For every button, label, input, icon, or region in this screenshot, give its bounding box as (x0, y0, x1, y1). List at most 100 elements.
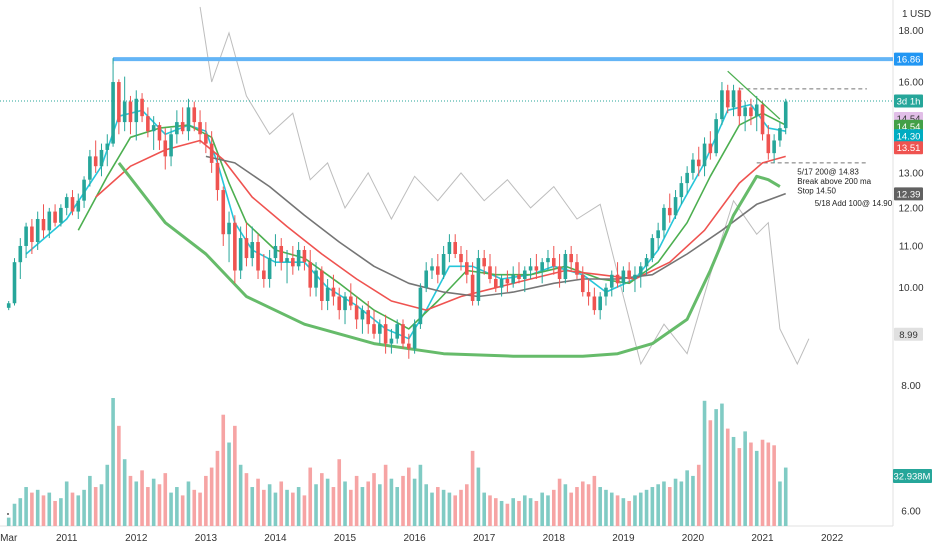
volume-bar (459, 489, 463, 526)
volume-bar (609, 492, 614, 526)
candle-body (627, 270, 631, 280)
volume-bar (70, 492, 75, 526)
volume-bar (488, 495, 492, 526)
volume-bar (737, 448, 742, 526)
candle-body (656, 230, 660, 239)
moving-average-line (117, 161, 781, 358)
volume-bar (349, 489, 353, 526)
price-axis[interactable]: 6.008.009.0010.0011.0012.0013.0016.0018.… (898, 9, 931, 518)
candle-body (754, 104, 759, 117)
volume-bar (534, 500, 539, 526)
candle-body (285, 258, 289, 263)
volume-bar (320, 473, 324, 526)
volume-bar (754, 450, 759, 526)
candle-body (731, 90, 736, 108)
volume-bar (522, 495, 527, 526)
price-tick-label: 6.00 (901, 507, 921, 518)
volume-bar (517, 500, 521, 526)
candle-body (82, 179, 86, 201)
volume-bar (586, 484, 591, 526)
candle-body (662, 207, 666, 231)
candle-body (418, 287, 423, 325)
time-tick-label: 2012 (125, 533, 148, 544)
candle-body (378, 324, 382, 334)
candle-body (488, 266, 492, 280)
volume-bar (378, 484, 382, 526)
volume-bar (465, 484, 469, 526)
volume-panel (6, 398, 788, 526)
volume-tag-badge (893, 469, 932, 483)
volume-bar (505, 503, 510, 526)
candle-body (598, 296, 602, 311)
volume-bar (627, 500, 631, 526)
volume-bar (308, 467, 313, 526)
volume-bar (343, 481, 347, 526)
time-tick-label: 2020 (682, 533, 705, 544)
volume-bar (273, 492, 278, 526)
candle-body (679, 183, 684, 198)
candle-body (279, 245, 284, 263)
candle-body (436, 266, 440, 275)
volume-bar (111, 398, 115, 526)
candle-body (250, 242, 255, 259)
moving-average-line (205, 155, 786, 298)
volume-bar (82, 489, 86, 526)
volume-bar (250, 487, 255, 526)
candle-body (140, 98, 144, 117)
volume-bar (256, 478, 260, 526)
corner-dot-icon (7, 513, 9, 515)
price-tag-text: 8.99 (899, 330, 918, 341)
candle-body (453, 242, 457, 255)
candle-body (244, 238, 249, 259)
candle-body (493, 279, 498, 288)
candle-body (93, 156, 98, 167)
volume-bar (749, 442, 753, 526)
volume-bar (383, 464, 388, 526)
volume-bar (633, 495, 637, 526)
time-axis[interactable]: Mar 2011 2012 2013 2014 2015 2016 2017 2018 2019 2… (0, 533, 844, 544)
volume-bar (169, 492, 173, 526)
volume-bar (546, 495, 550, 526)
price-tag-badge (894, 141, 923, 155)
volume-bar (685, 470, 689, 526)
time-tick-label: 2014 (264, 533, 287, 544)
candle-body (783, 101, 788, 129)
volume-bar (580, 481, 585, 526)
price-tag-text: 12.39 (897, 189, 921, 200)
price-tick-label: 1 (902, 9, 908, 20)
candle-body (105, 143, 110, 150)
volume-bar (372, 473, 376, 526)
volume-bar (215, 450, 220, 526)
price-tag-badge (894, 327, 923, 341)
volume-bar (615, 495, 620, 526)
candle-body (180, 122, 185, 132)
volume-bar (209, 467, 214, 526)
candle-body (88, 156, 92, 180)
volume-bar (93, 487, 98, 526)
price-tag-text: 13.51 (897, 143, 921, 154)
candle-body (482, 258, 486, 267)
volume-bar (99, 484, 104, 526)
volume-bar (407, 467, 411, 526)
volume-bar (337, 459, 342, 526)
volume-bar (302, 495, 307, 526)
candle-body (30, 226, 34, 243)
volume-bar (221, 414, 226, 526)
candle-body (175, 122, 179, 135)
candle-body (383, 324, 388, 344)
candle-body (24, 226, 28, 246)
volume-bar (691, 475, 695, 526)
currency-label: USD (910, 9, 931, 20)
volume-bar (493, 498, 498, 526)
volume-bar (6, 517, 11, 526)
volume-bar (314, 484, 318, 526)
candle-body (459, 254, 463, 263)
volume-bar (656, 484, 660, 526)
volume-bar (720, 403, 724, 526)
volume-bar (743, 431, 747, 526)
trend-line[interactable] (727, 70, 781, 120)
price-tick-label: 13.00 (898, 168, 923, 179)
